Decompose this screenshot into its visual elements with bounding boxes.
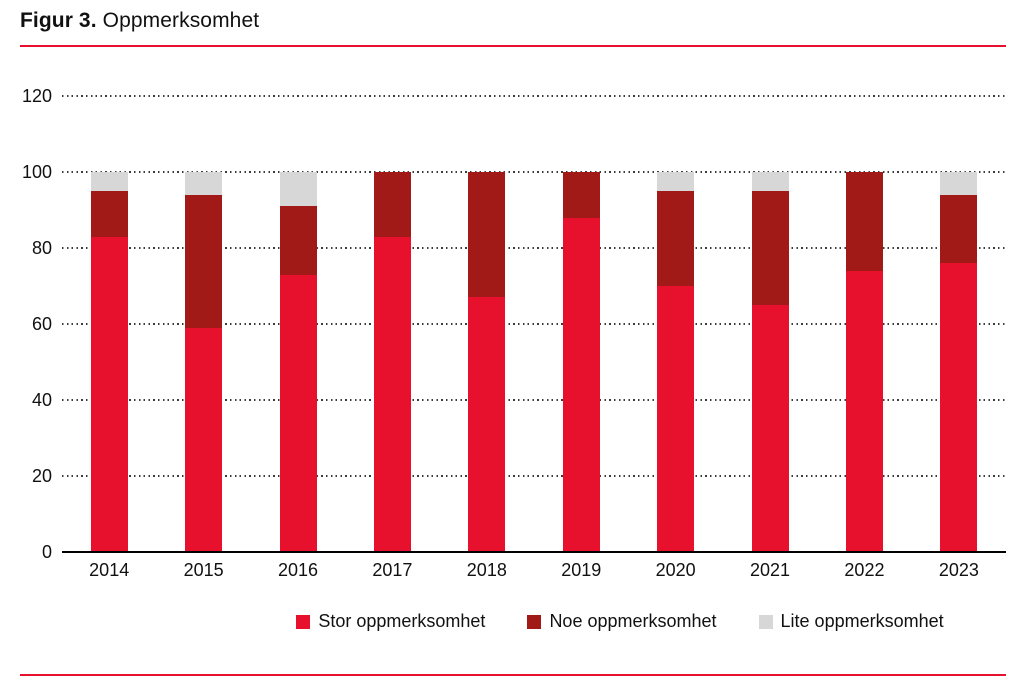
x-tick-label: 2015: [183, 560, 224, 580]
x-tick-label: 2017: [372, 560, 413, 580]
gridline-100: [62, 171, 1006, 173]
bar-stack: [845, 172, 883, 552]
bar-segment: [185, 172, 223, 195]
bar-stack: [562, 172, 600, 552]
bar-stack: [657, 172, 695, 552]
bar-segment: [751, 191, 789, 305]
y-tick-label: 20: [31, 466, 52, 486]
legend-item: Lite oppmerksomhet: [758, 611, 944, 632]
bar-segment: [90, 236, 128, 552]
bar-stack: [185, 172, 223, 552]
x-tick-label: 2014: [89, 560, 130, 580]
bar-segment: [562, 217, 600, 552]
bar-segment: [373, 236, 411, 552]
bar-segment: [185, 327, 223, 552]
top-divider: [20, 45, 1006, 47]
bar-stack: [279, 172, 317, 552]
y-tick-label: 40: [31, 390, 52, 410]
bar-segment: [373, 172, 411, 237]
bar-segment: [940, 172, 978, 195]
bar-segment: [279, 274, 317, 552]
legend-item: Noe oppmerksomhet: [527, 611, 717, 632]
bar-segment: [845, 172, 883, 271]
x-tick-label: 2021: [750, 560, 791, 580]
x-tick-label: 2023: [938, 560, 979, 580]
bar-segment: [751, 305, 789, 552]
x-tick-label: 2016: [277, 560, 319, 580]
y-axis-labels: 0 20 40 60 80 100 120: [8, 86, 52, 562]
gridline-120: [62, 95, 1006, 97]
gridline-20: [62, 475, 1006, 477]
legend-label: Stor oppmerksomhet: [318, 611, 486, 631]
bar-segment: [185, 194, 223, 328]
figure-title: Figur 3. Oppmerksomhet: [20, 9, 259, 33]
y-tick-label: 0: [41, 542, 52, 562]
legend-item: Stor oppmerksomhet: [296, 611, 485, 632]
gridline-60: [62, 323, 1006, 325]
bar-segment: [90, 191, 128, 237]
bar-segment: [751, 172, 789, 191]
bar-group-2017: 2017: [345, 96, 439, 580]
bar-segment: [940, 263, 978, 552]
bar-stack: [373, 172, 411, 552]
bar-stack: [940, 172, 978, 552]
bar-segment: [279, 172, 317, 207]
y-tick-label: 80: [31, 238, 52, 258]
gridlines: [62, 95, 1006, 552]
gridline-40: [62, 399, 1006, 401]
x-tick-label: 2020: [655, 560, 696, 580]
y-tick-label: 100: [21, 162, 52, 182]
y-tick-label: 120: [21, 86, 52, 106]
bar-group-2020: 2020: [628, 96, 722, 580]
bar-segment: [657, 286, 695, 552]
legend-label: Lite oppmerksomhet: [780, 611, 944, 631]
bar-group-2021: 2021: [723, 96, 817, 580]
bar-stack: [468, 172, 506, 552]
bar-segment: [940, 194, 978, 264]
legend: Stor oppmerksomhet Noe oppmerksomhet Lite …: [108, 611, 1024, 632]
bottom-divider: [20, 674, 1006, 676]
legend-swatch: [527, 614, 542, 629]
x-tick-label: 2018: [466, 560, 507, 580]
figure-name: Oppmerksomhet: [102, 9, 260, 32]
x-tick-label: 2022: [844, 560, 885, 580]
bar-groups: 2014 2015 2016 2017 2018 2019 2020 2021 2022 2023: [62, 96, 1006, 580]
legend-swatch: [296, 614, 311, 629]
bar-group-2015: 2015: [156, 96, 250, 580]
bar-segment: [468, 172, 506, 298]
bar-group-2019: 2019: [534, 96, 628, 580]
bar-group-2022: 2022: [817, 96, 911, 580]
gridline-80: [62, 247, 1006, 249]
bar-segment: [657, 172, 695, 191]
legend-label: Noe oppmerksomhet: [549, 611, 717, 631]
bar-stack: [751, 172, 789, 552]
figure-number: Figur 3.: [20, 9, 97, 32]
bar-group-2016: 2016: [251, 96, 345, 580]
bar-stack: [90, 172, 128, 552]
bar-segment: [90, 172, 128, 192]
bar-group-2014: 2014: [62, 96, 156, 580]
y-tick-label: 60: [31, 314, 52, 334]
stacked-bar-chart: 2014 2015 2016 2017 2018 2019 2020 2021 2022 2023: [62, 95, 1006, 580]
bar-segment: [845, 270, 883, 552]
bar-segment: [279, 206, 317, 275]
bar-segment: [468, 297, 506, 552]
bar-group-2018: 2018: [440, 96, 534, 580]
x-tick-label: 2019: [561, 560, 602, 580]
bar-group-2023: 2023: [912, 96, 1006, 580]
x-axis-line: [62, 551, 1006, 553]
legend-swatch: [758, 614, 773, 629]
bar-segment: [562, 172, 600, 218]
bar-segment: [657, 191, 695, 286]
